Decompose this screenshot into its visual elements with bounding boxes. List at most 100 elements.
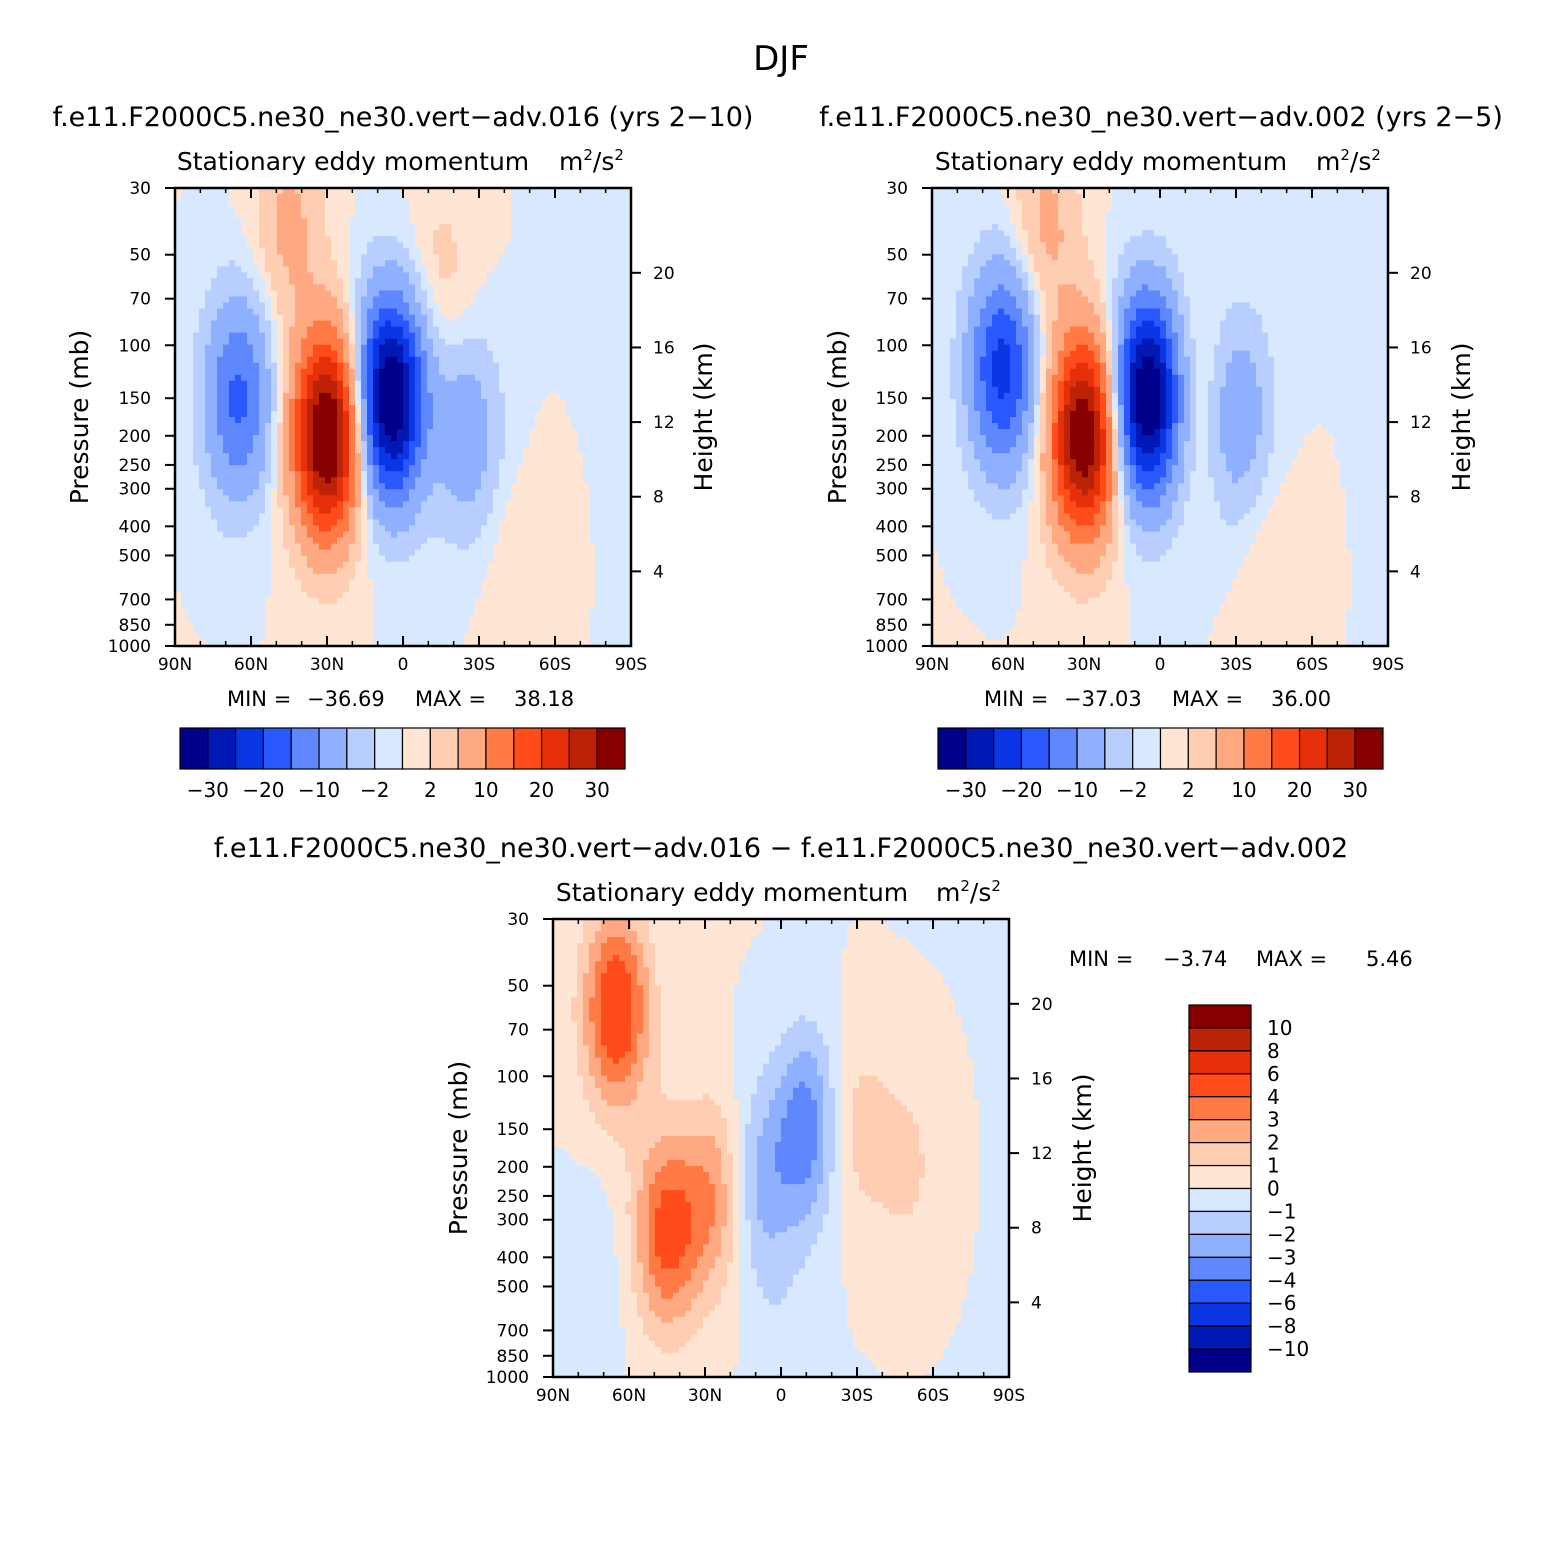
panel-left-cell [481, 519, 488, 527]
panel-left-cell [379, 441, 386, 448]
panel-left-cell [325, 435, 332, 442]
panel-left-cell [595, 272, 602, 279]
panel-left-cell [223, 525, 230, 533]
panel-left-cell [559, 573, 566, 581]
panel-left-cell [361, 296, 368, 304]
panel-left-cell [367, 453, 374, 460]
panel-left-cell [289, 302, 296, 310]
panel-left-cell [325, 483, 332, 490]
panel-left-cell [457, 507, 464, 515]
panel-left-cell [253, 272, 260, 279]
panel-left-cell [409, 374, 416, 382]
panel-left-cell [271, 230, 278, 237]
panel-left-cell [571, 404, 578, 412]
panel-left-cell [433, 447, 440, 454]
panel-left-cell [421, 212, 428, 219]
panel-left-cell [409, 537, 416, 545]
panel-left-cell [607, 531, 614, 539]
panel-left-cell [289, 290, 296, 298]
panel-left-cell [253, 278, 260, 286]
panel-left-cell [211, 507, 218, 515]
panel-left-cell [325, 404, 332, 412]
panel-left-cell [373, 374, 380, 382]
panel-left-cell [295, 386, 302, 394]
panel-left-cell [307, 567, 314, 575]
panel-left-cell [505, 404, 512, 412]
panel-left-cell [517, 188, 524, 195]
panel-left-cell [295, 356, 302, 364]
panel-left-cell [373, 495, 380, 502]
panel-left-cell [397, 555, 404, 563]
panel-left-cell [571, 284, 578, 292]
panel-left-cell [289, 459, 296, 466]
panel-left-cell [289, 392, 296, 400]
panel-left-cell [193, 507, 200, 515]
panel-left-cell [229, 573, 236, 581]
panel-left-cell [421, 314, 428, 322]
panel-left-cell [241, 308, 248, 316]
panel-left-cell [229, 230, 236, 237]
panel-left-cell [247, 236, 254, 243]
panel-left-cell [439, 242, 446, 249]
panel-left-cell [571, 362, 578, 370]
panel-left-cell [415, 212, 422, 219]
panel-left-cell [469, 236, 476, 243]
panel-left-cell [517, 326, 524, 334]
panel-left-cell [241, 549, 248, 557]
panel-left-cell [241, 525, 248, 533]
panel-left-cell [619, 362, 626, 370]
panel-left-cell [505, 567, 512, 575]
panel-left-cell [337, 453, 344, 460]
panel-left-cell [445, 567, 452, 575]
panel-left-cell [319, 435, 326, 442]
panel-left-cell [553, 248, 560, 255]
panel-left-cell [601, 362, 608, 370]
panel-left-cell [349, 218, 356, 225]
panel-left-cell [307, 278, 314, 286]
panel-left-cell [553, 362, 560, 370]
panel-left-cell [343, 206, 350, 213]
panel-left-cell [511, 230, 518, 237]
panel-left-cell [175, 188, 182, 195]
panel-left-cell [349, 338, 356, 346]
panel-left-cell [277, 386, 284, 394]
panel-left-cell [625, 254, 631, 261]
panel-left-cell [421, 344, 428, 352]
panel-left-cell [559, 320, 566, 328]
panel-left-cell [451, 206, 458, 213]
panel-left-cell [313, 338, 320, 346]
panel-left-cell [565, 549, 572, 557]
panel-left-cell [487, 519, 494, 527]
panel-left-cell [229, 284, 236, 292]
panel-left-cell [439, 579, 446, 587]
panel-left-cell [529, 573, 536, 581]
panel-left-cell [373, 567, 380, 575]
panel-left-cell [601, 573, 608, 581]
panel-left-cell [319, 417, 326, 424]
panel-left-cell [613, 519, 620, 527]
panel-left-cell [403, 344, 410, 352]
panel-left-cell [421, 398, 428, 406]
panel-left-cell [547, 465, 554, 472]
panel-left-cell [625, 290, 631, 298]
panel-left-cell [445, 561, 452, 569]
panel-left-cell [577, 350, 584, 358]
panel-left-cell [409, 525, 416, 533]
panel-left-cell [505, 447, 512, 454]
panel-left-cell [319, 398, 326, 406]
panel-left-cell [493, 218, 500, 225]
panel-left-cell [259, 188, 266, 195]
panel-left-cell [469, 465, 476, 472]
panel-left-cell [331, 230, 338, 237]
panel-left-cell [331, 549, 338, 557]
panel-left-cell [499, 362, 506, 370]
panel-left-cell [253, 423, 260, 430]
panel-left-cell [247, 386, 254, 394]
panel-left-cell [181, 549, 188, 557]
panel-left-cell [415, 429, 422, 436]
panel-left-cell [517, 483, 524, 490]
panel-left-cell [577, 525, 584, 533]
panel-left-cell [355, 579, 362, 587]
panel-left-cell [379, 350, 386, 358]
panel-left-cell [211, 525, 218, 533]
